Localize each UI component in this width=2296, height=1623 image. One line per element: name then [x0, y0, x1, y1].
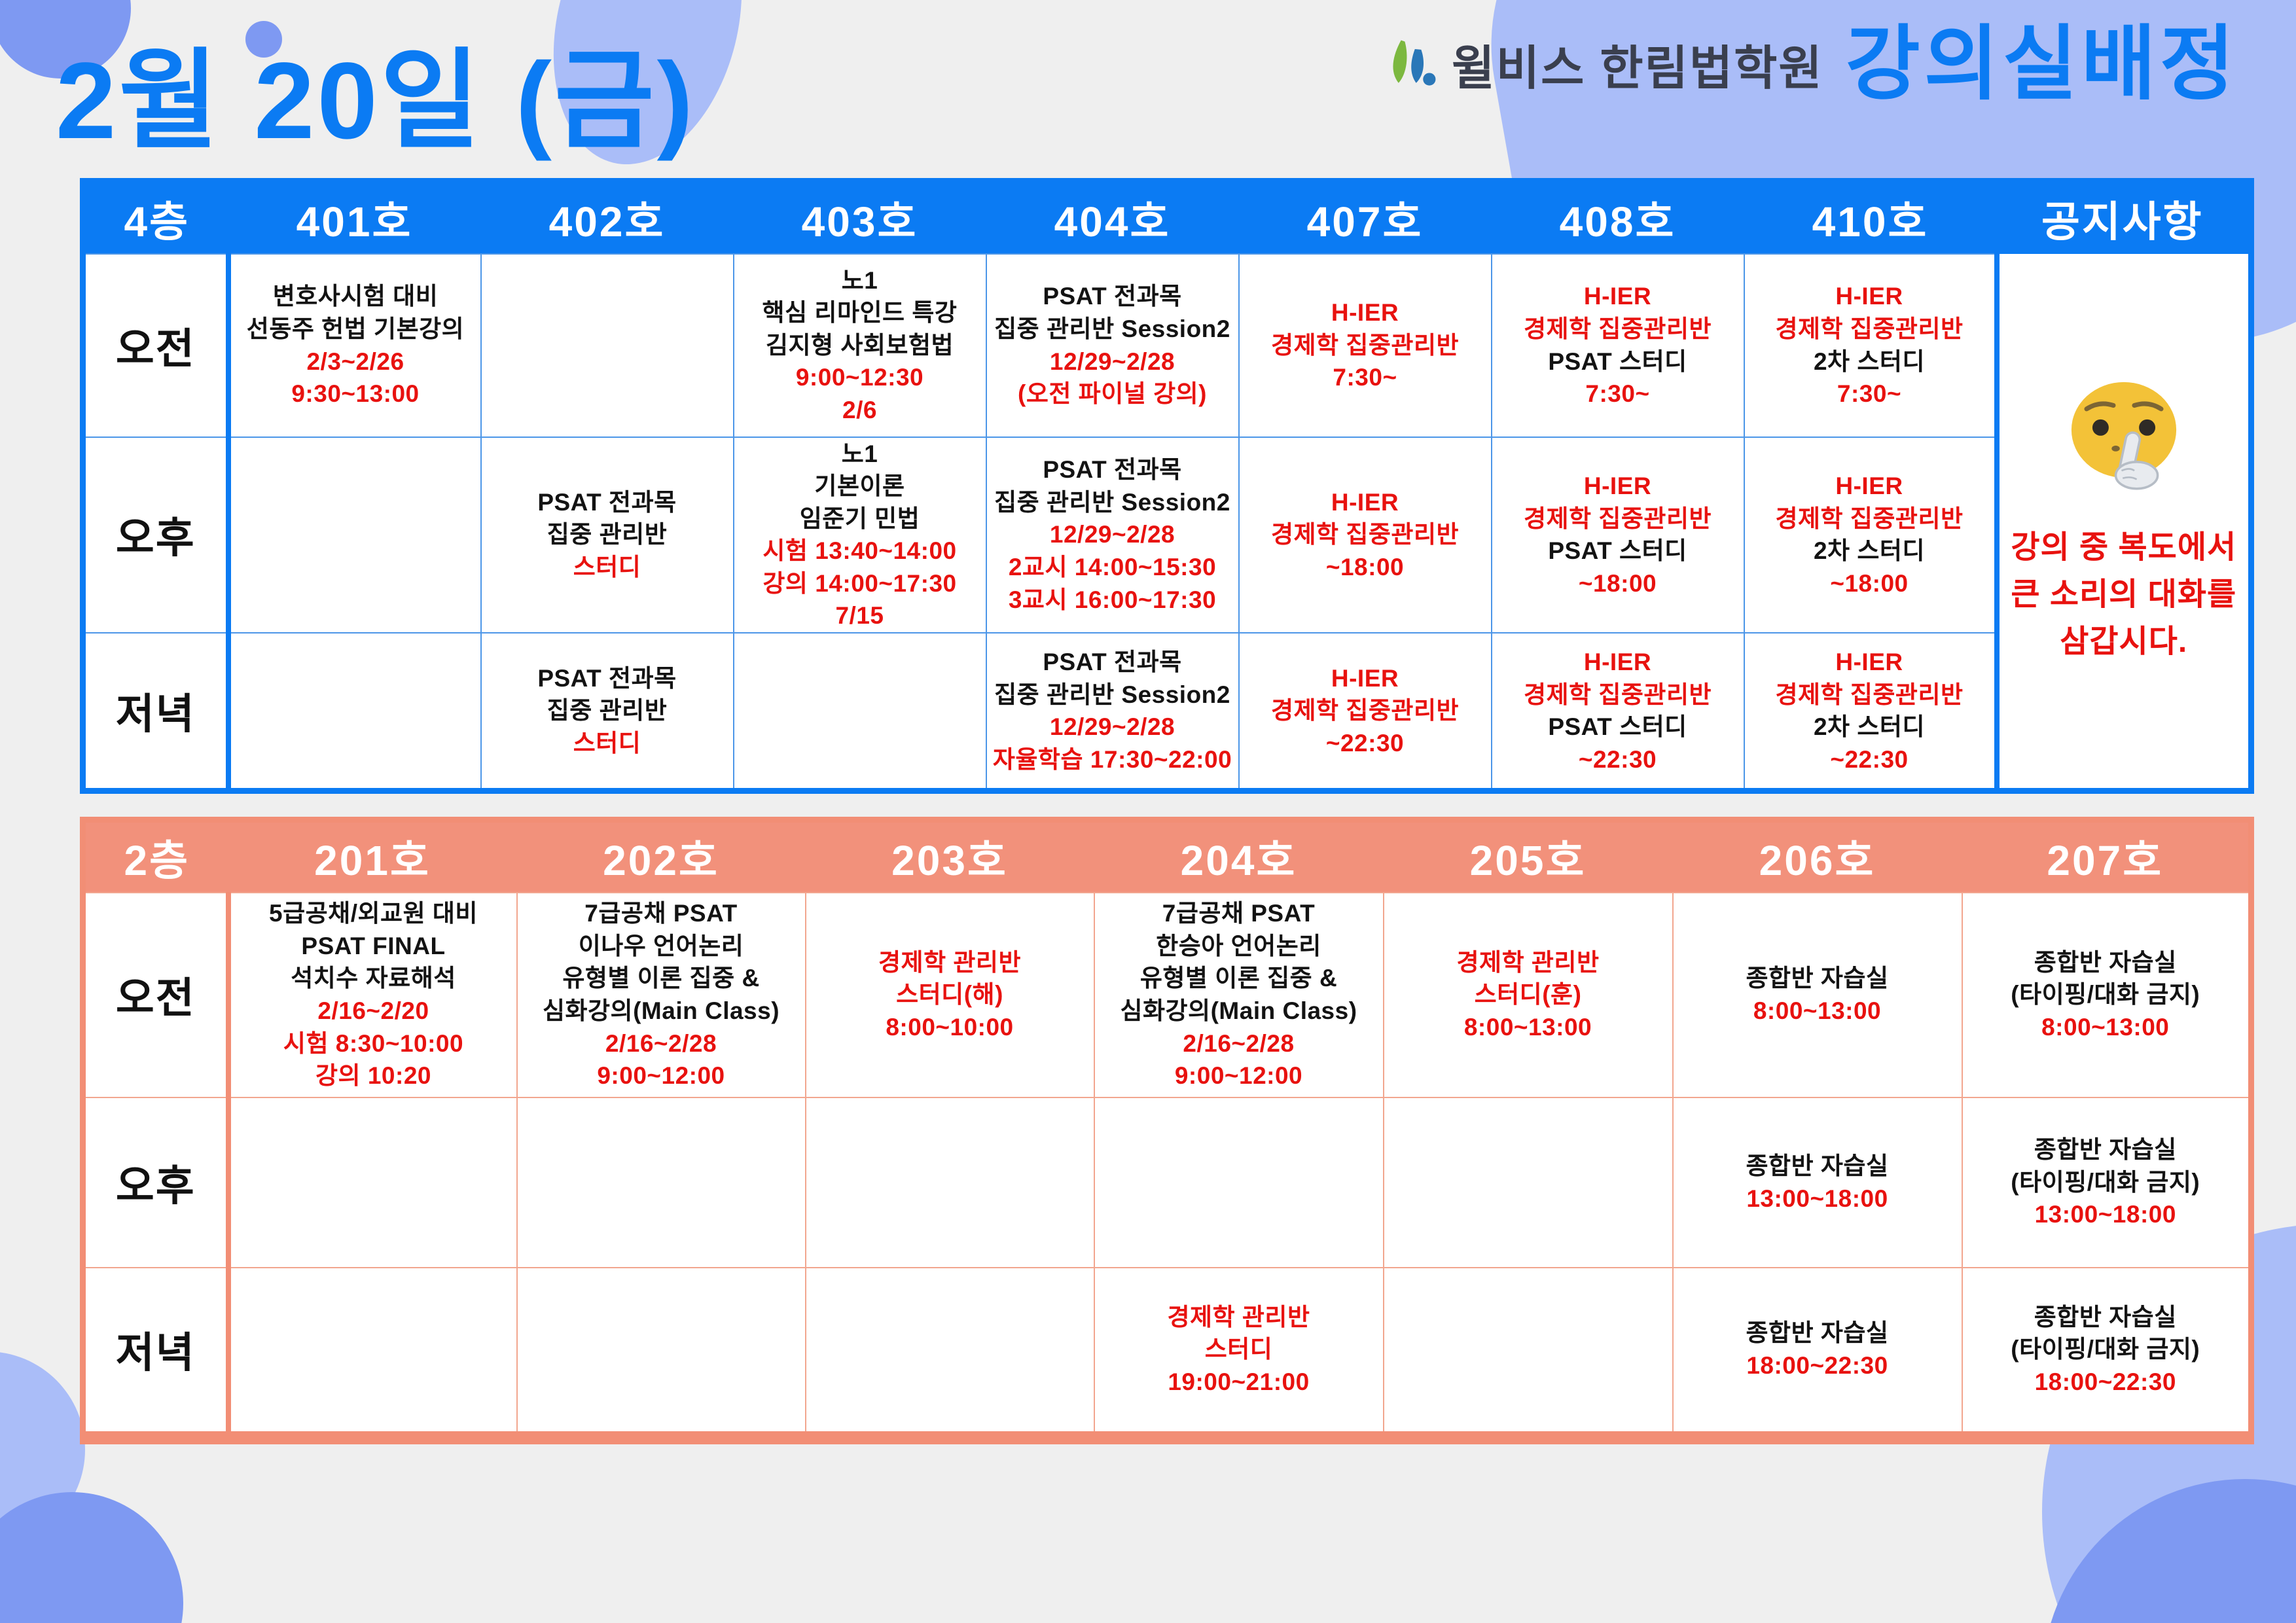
schedule-cell: 5급공채/외교원 대비 PSAT FINAL 석치수 자료해석 2/16~2/20 시험…	[225, 891, 518, 1098]
room-header-401: 401호	[228, 181, 481, 254]
notice-line: 강의 중 복도에서	[2011, 529, 2237, 565]
schedule-cell	[516, 1096, 806, 1268]
floor4-row-오후: 오후 PSAT 전과목 집중 관리반 스터디 노1 기본이론 임준기 민법 시험 13:40~…	[82, 436, 2251, 633]
brand-row: 윌비스 한림법학원 강의실배정	[1380, 24, 2238, 105]
schedule-cell: H-IER 경제학 집중관리반 PSAT 스터디 7:30~	[1490, 253, 1745, 438]
room-header-403: 403호	[733, 181, 986, 254]
floor4-row-저녁: 저녁 PSAT 전과목 집중 관리반 스터디 PSAT 전과목 집중 관리반 Sessio…	[82, 632, 2251, 792]
schedule-cell: 종합반 자습실 (타이핑/대화 금지) 13:00~18:00	[1961, 1096, 2252, 1268]
room-header-410: 410호	[1744, 181, 1997, 254]
room-header-201: 201호	[228, 819, 517, 893]
floor2-row-오전: 오전 5급공채/외교원 대비 PSAT FINAL 석치수 자료해석 2/16~2/20…	[82, 891, 2252, 1098]
schedule-cell	[480, 253, 734, 438]
floor2-row-오후: 오후 종합반 자습실 13:00~18:00 종합반 자습실 (타이핑/대화 금지) 13…	[82, 1096, 2252, 1268]
schedule-cell: PSAT 전과목 집중 관리반 스터디	[480, 436, 734, 633]
schedule-cell: 종합반 자습실 (타이핑/대화 금지) 8:00~13:00	[1961, 891, 2252, 1098]
schedule-cell: 노1 핵심 리마인드 특강 김지형 사회보험법 9:00~12:30 2/6	[732, 253, 987, 438]
academy-logo: 윌비스 한림법학원	[1380, 29, 1823, 105]
schedule-cell	[225, 1266, 518, 1438]
room-header-404: 404호	[986, 181, 1239, 254]
floor2-floor-label: 2층	[82, 819, 228, 893]
schedule-cell	[1382, 1096, 1674, 1268]
room-header-408: 408호	[1491, 181, 1744, 254]
notice-line: 큰 소리의 대화를	[2011, 577, 2237, 612]
room-header-203: 203호	[805, 819, 1094, 893]
schedule-cell: 종합반 자습실 (타이핑/대화 금지) 18:00~22:30	[1961, 1266, 2252, 1438]
floor2-header-row: 2층 201호 202호 203호 204호 205호 206호 207호	[82, 819, 2251, 893]
floor2-table: 2층 201호 202호 203호 204호 205호 206호 207호 오전…	[80, 817, 2254, 1444]
schedule-cell: 노1 기본이론 임준기 민법 시험 13:40~14:00 강의 14:00~17:30…	[732, 436, 987, 633]
schedule-cell	[804, 1266, 1095, 1438]
floor4-floor-label: 4층	[82, 181, 228, 254]
schedule-cell: H-IER 경제학 집중관리반 2차 스터디 ~18:00	[1743, 436, 1998, 633]
schedule-cell: PSAT 전과목 집중 관리반 스터디	[480, 632, 734, 792]
row-label: 오후	[82, 1096, 228, 1268]
room-header-402: 402호	[480, 181, 734, 254]
schedule-cell: 경제학 관리반 스터디 19:00~21:00	[1093, 1266, 1384, 1438]
room-header-207: 207호	[1962, 819, 2251, 893]
floor2-body: 오전 5급공채/외교원 대비 PSAT FINAL 석치수 자료해석 2/16~2/20…	[82, 891, 2252, 1438]
row-label: 오후	[82, 436, 228, 633]
schedule-cell: PSAT 전과목 집중 관리반 Session2 12/29~2/28 자율학습 17…	[985, 632, 1240, 792]
notice-content: 강의 중 복도에서 큰 소리의 대화를 삼갑시다.	[2002, 376, 2249, 666]
schedule-cell: H-IER 경제학 집중관리반 PSAT 스터디 ~22:30	[1490, 632, 1745, 792]
row-label: 저녁	[82, 632, 228, 792]
notice-header: 공지사항	[1996, 181, 2251, 254]
schedule-cell: 종합반 자습실 18:00~22:30	[1672, 1266, 1963, 1438]
notice-cell: 강의 중 복도에서 큰 소리의 대화를 삼갑시다.	[1994, 253, 2251, 791]
schedule-cell: H-IER 경제학 집중관리반 2차 스터디 ~22:30	[1743, 632, 1998, 792]
decor-dot-top-left	[245, 21, 282, 58]
floor4-body: 오전 변호사시험 대비 선동주 헌법 기본강의 2/3~2/26 9:30~13:00 노…	[82, 253, 2251, 792]
schedule-cell: PSAT 전과목 집중 관리반 Session2 12/29~2/28 2교시 14:…	[985, 436, 1240, 633]
room-header-407: 407호	[1238, 181, 1492, 254]
notice-text: 강의 중 복도에서 큰 소리의 대화를 삼갑시다.	[2011, 524, 2236, 666]
room-header-206: 206호	[1672, 819, 1962, 893]
schedule-cell: PSAT 전과목 집중 관리반 Session2 12/29~2/28 (오전 파이널…	[985, 253, 1240, 438]
floor2-row-저녁: 저녁 경제학 관리반 스터디 19:00~21:00 종합반 자습실 18:00~22:3…	[82, 1266, 2252, 1438]
schedule-cell: H-IER 경제학 집중관리반 2차 스터디 7:30~	[1743, 253, 1998, 438]
schedule-cell	[732, 632, 987, 792]
room-header-205: 205호	[1383, 819, 1673, 893]
room-header-204: 204호	[1094, 819, 1384, 893]
decor-circle-bottom-left-dark	[0, 1492, 183, 1623]
room-header-202: 202호	[516, 819, 806, 893]
date-title: 2월 20일 (금)	[56, 41, 696, 162]
schedule-cell: 7급공채 PSAT 이나우 언어논리 유형별 이론 집중 & 심화강의(Main Cl…	[516, 891, 806, 1098]
schedule-cell: 경제학 관리반 스터디(해) 8:00~10:00	[804, 891, 1095, 1098]
floor4-table: 4층 401호 402호 403호 404호 407호 408호 410호 공지…	[80, 178, 2254, 794]
schedule-cell: H-IER 경제학 집중관리반 PSAT 스터디 ~18:00	[1490, 436, 1745, 633]
schedule-cell	[225, 1096, 518, 1268]
schedule-cell	[1382, 1266, 1674, 1438]
row-label: 오전	[82, 253, 228, 438]
schedule-cell	[1093, 1096, 1384, 1268]
schedule-cell: 변호사시험 대비 선동주 헌법 기본강의 2/3~2/26 9:30~13:00	[225, 253, 482, 438]
academy-name: 윌비스 한림법학원	[1451, 43, 1823, 95]
schedule-cell	[804, 1096, 1095, 1268]
floor4-header-row: 4층 401호 402호 403호 404호 407호 408호 410호 공지…	[82, 181, 2251, 254]
schedule-cell: H-IER 경제학 집중관리반 ~22:30	[1238, 632, 1492, 792]
schedule-cell: H-IER 경제학 집중관리반 7:30~	[1238, 253, 1492, 438]
schedule-cell: 종합반 자습실 8:00~13:00	[1672, 891, 1963, 1098]
shushing-face-icon	[2071, 382, 2176, 490]
row-label: 오전	[82, 891, 228, 1098]
schedule-cell: 경제학 관리반 스터디(훈) 8:00~13:00	[1382, 891, 1674, 1098]
schedule-cell	[516, 1266, 806, 1438]
leaf-swoosh-logo-icon	[1393, 40, 1436, 86]
schedule-cell: 7급공채 PSAT 한승아 언어논리 유형별 이론 집중 & 심화강의(Main Cl…	[1093, 891, 1384, 1098]
schedule-cell	[225, 632, 482, 792]
board-title: 강의실배정	[1845, 19, 2238, 109]
schedule-cell	[225, 436, 482, 633]
notice-line: 삼갑시다.	[2060, 624, 2188, 659]
row-label: 저녁	[82, 1266, 228, 1438]
floor4-row-오전: 오전 변호사시험 대비 선동주 헌법 기본강의 2/3~2/26 9:30~13:00 노…	[82, 253, 2251, 791]
schedule-cell: 종합반 자습실 13:00~18:00	[1672, 1096, 1963, 1268]
schedule-cell: H-IER 경제학 집중관리반 ~18:00	[1238, 436, 1492, 633]
